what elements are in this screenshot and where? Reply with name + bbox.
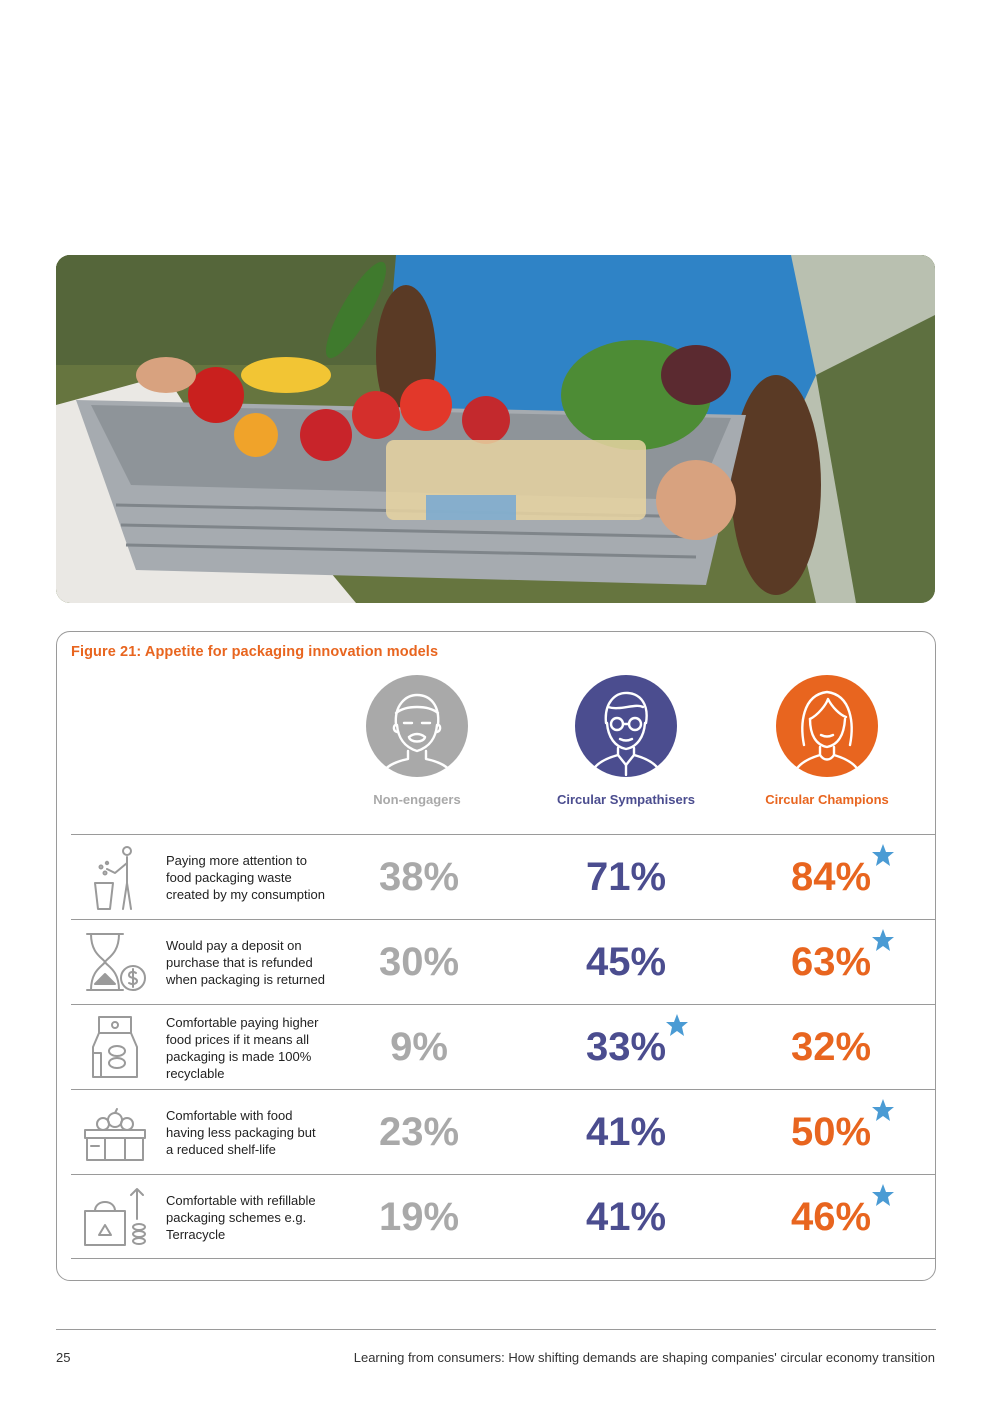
star-icon	[871, 1098, 895, 1122]
hero-photo	[56, 255, 935, 603]
row-label: Comfortable with refillable packaging sc…	[166, 1193, 316, 1242]
value-circular-sympathisers: 41%	[585, 1110, 667, 1154]
value-circular-sympathisers: 71%	[585, 855, 667, 899]
table-row: Comfortable paying higher food prices if…	[71, 1004, 936, 1089]
star-icon	[871, 843, 895, 867]
woman-avatar-icon	[776, 675, 878, 777]
persona-label: Non-engagers	[373, 792, 461, 807]
value-non-engagers: 30%	[378, 940, 460, 984]
footer-divider	[56, 1329, 936, 1330]
value-circular-champions: 46%	[790, 1195, 872, 1239]
hourglass-coin-icon	[81, 928, 149, 996]
figure-card: Figure 21: Appetite for packaging innova…	[56, 631, 936, 1281]
value-non-engagers: 9%	[390, 1025, 448, 1069]
page-number: 25	[56, 1350, 71, 1365]
value-circular-sympathisers: 33%	[585, 1025, 667, 1069]
star-icon	[871, 928, 895, 952]
figure-title: Figure 21: Appetite for packaging innova…	[71, 644, 439, 660]
value-non-engagers: 19%	[378, 1195, 460, 1239]
table-row: Comfortable with refillable packaging sc…	[71, 1174, 936, 1259]
value-circular-champions: 84%	[790, 855, 872, 899]
man-avatar-icon	[366, 675, 468, 777]
value-circular-sympathisers: 41%	[585, 1195, 667, 1239]
persona-circular-champions: Circular Champions	[727, 675, 927, 808]
value-circular-sympathisers: 45%	[585, 940, 667, 984]
food-packaging-bag-icon	[81, 1013, 149, 1081]
value-non-engagers: 23%	[378, 1110, 460, 1154]
persona-circular-sympathisers: Circular Sympathisers	[526, 675, 726, 808]
row-label: Paying more attention to food packaging …	[166, 853, 325, 902]
person-throwing-waste-icon	[81, 843, 149, 911]
persona-non-engagers: Non-engagers	[317, 675, 517, 808]
table-row: Comfortable with food having less packag…	[71, 1089, 936, 1174]
food-box-icon	[81, 1098, 149, 1166]
star-icon	[665, 1013, 689, 1037]
value-circular-champions: 50%	[790, 1110, 872, 1154]
persona-label: Circular Champions	[765, 792, 889, 807]
value-circular-champions: 63%	[790, 940, 872, 984]
value-circular-champions: 32%	[790, 1025, 872, 1069]
table-row: Would pay a deposit on purchase that is …	[71, 919, 936, 1004]
recycle-bag-coins-icon	[81, 1183, 149, 1251]
row-label: Comfortable paying higher food prices if…	[166, 1014, 319, 1081]
star-icon	[871, 1183, 895, 1207]
man-with-glasses-avatar-icon	[575, 675, 677, 777]
table-row: Paying more attention to food packaging …	[71, 834, 936, 919]
persona-label: Circular Sympathisers	[556, 792, 695, 807]
footer-title: Learning from consumers: How shifting de…	[353, 1350, 935, 1365]
data-table: Paying more attention to food packaging …	[71, 834, 936, 1259]
row-label: Comfortable with food having less packag…	[166, 1108, 316, 1157]
value-non-engagers: 38%	[378, 855, 460, 899]
row-label: Would pay a deposit on purchase that is …	[166, 938, 325, 987]
